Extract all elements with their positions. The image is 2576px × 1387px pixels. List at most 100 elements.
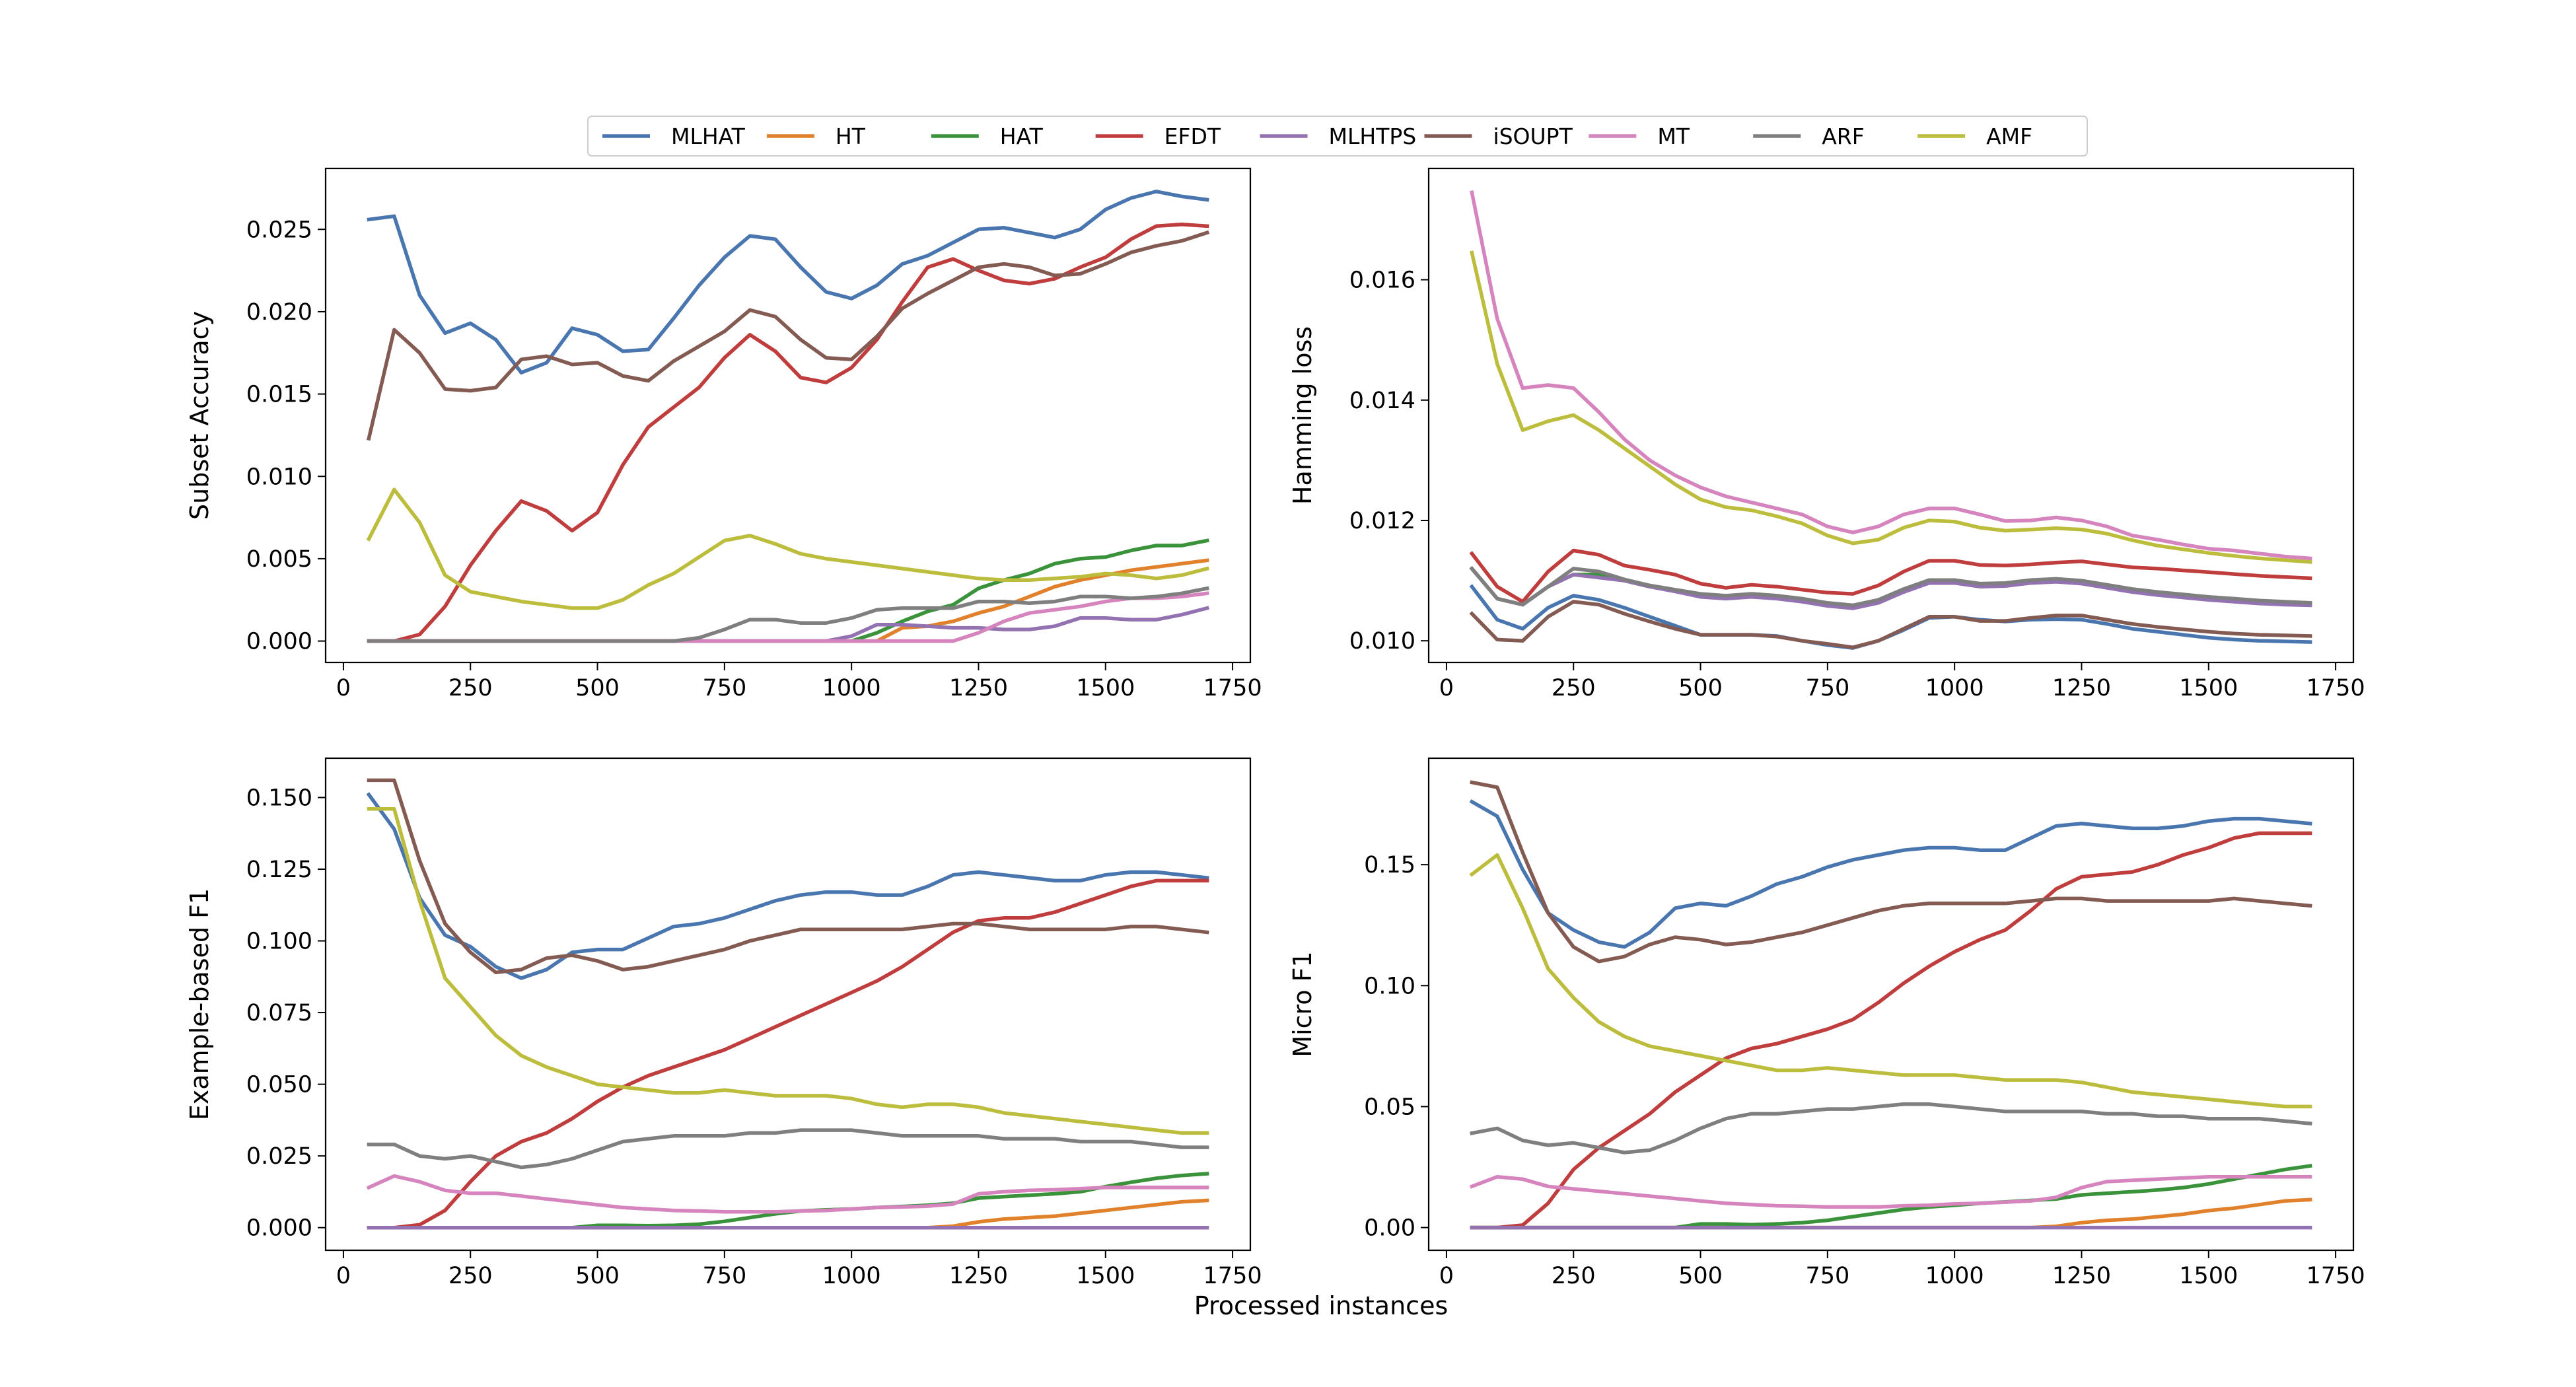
legend-entry: EFDT	[1095, 124, 1221, 149]
y-tick-label: 0.00	[1364, 1215, 1415, 1242]
series-line-arf	[1470, 1102, 2312, 1155]
y-tick-label: 0.000	[246, 629, 312, 655]
legend-label: iSOUPT	[1493, 124, 1573, 149]
x-tick-label: 500	[575, 675, 620, 701]
x-tick-label: 1500	[1076, 675, 1135, 701]
x-tick-label: 750	[702, 1263, 746, 1289]
legend-entry: MLHTPS	[1260, 124, 1417, 149]
series-line-isoupt	[367, 778, 1209, 975]
series-line-isoupt	[1470, 780, 2312, 964]
x-tick-label: 1000	[1925, 1263, 1984, 1289]
x-tick-label: 1250	[949, 675, 1008, 701]
x-tick-label: 1000	[822, 1263, 881, 1289]
legend-frame	[587, 116, 2088, 157]
x-tick-label: 250	[1552, 675, 1596, 701]
y-tick-label: 0.075	[246, 1000, 312, 1026]
y-tick-label: 0.010	[246, 464, 312, 490]
series-line-mt	[1470, 190, 2312, 561]
legend-label: MLHTPS	[1329, 124, 1417, 149]
x-tick-label: 0	[1439, 1263, 1454, 1289]
x-tick-label: 500	[575, 1263, 620, 1289]
y-tick-label: 0.012	[1349, 508, 1415, 534]
series-group	[366, 190, 1210, 643]
series-line-amf	[366, 487, 1209, 610]
series-line-isoupt	[367, 230, 1210, 441]
x-tick-label: 1500	[1076, 1263, 1135, 1289]
legend-entry: MLHAT	[602, 124, 746, 149]
panels: 0 250 500 750 1000 1250 1500 17500.0000.0050.01…	[185, 167, 2365, 1289]
series-line-amf	[1470, 250, 2312, 564]
axes-frame	[1427, 167, 2355, 664]
panel-4: 0 250 500 750 1000 1250 1500 1750 0.00 0.05 0.10 0.…	[1288, 757, 2365, 1289]
legend-entry: AMF	[1917, 124, 2032, 149]
x-tick-label: 1000	[1925, 675, 1984, 701]
y-tick-label: 0.014	[1349, 388, 1415, 414]
x-tick-label: 0	[1439, 675, 1454, 701]
axes-frame	[1427, 757, 2355, 1252]
legend-entry: MT	[1589, 124, 1690, 149]
x-tick-label: 1500	[2179, 675, 2238, 701]
x-tick-label: 250	[448, 675, 493, 701]
series-line-mlhat	[1469, 799, 2312, 949]
y-tick-label: 0.010	[1349, 628, 1415, 655]
series-line-amf	[367, 807, 1209, 1135]
y-tick-label: 0.000	[246, 1215, 312, 1242]
x-tick-label: 1250	[2052, 1263, 2111, 1289]
y-axis-label: Example-based F1	[185, 888, 214, 1120]
y-axis-label: Micro F1	[1288, 951, 1317, 1057]
legend-label: HT	[836, 124, 866, 149]
series-line-mlhat	[367, 190, 1209, 374]
legend: MLHAT HT HAT EFDT MLHTPS iSOUPT MT ARF AMF	[587, 116, 2088, 157]
x-tick-label: 500	[1678, 675, 1723, 701]
series-line-arf	[367, 586, 1209, 643]
y-tick-label: 0.020	[246, 299, 312, 326]
legend-label: MT	[1657, 124, 1690, 149]
series-line-mt	[1469, 1174, 2312, 1209]
x-tick-label: 0	[336, 1263, 351, 1289]
legend-label: EFDT	[1164, 124, 1221, 149]
y-tick-label: 0.005	[246, 546, 312, 573]
x-tick-label: 0	[336, 675, 351, 701]
axes-frame	[324, 167, 1252, 664]
x-tick-label: 1250	[2052, 675, 2111, 701]
x-tick-label: 500	[1678, 1263, 1723, 1289]
legend-entry: iSOUPT	[1424, 124, 1573, 149]
series-group	[366, 778, 1209, 1230]
x-tick-label: 1750	[2307, 675, 2365, 701]
y-tick-label: 0.05	[1364, 1094, 1415, 1120]
y-tick-label: 0.10	[1364, 973, 1415, 999]
legend-entry: HT	[766, 124, 866, 149]
y-tick-label: 0.025	[246, 217, 312, 243]
x-tick-label: 1750	[1203, 1263, 1262, 1289]
x-tick-label: 1500	[2179, 1263, 2238, 1289]
panel-2: 0 250 500 750 1000 1250 1500 1750 0.010 0.012 0.01…	[1288, 167, 2365, 701]
x-tick-label: 250	[448, 1263, 493, 1289]
axes-frame	[324, 757, 1252, 1252]
y-tick-label: 0.015	[246, 382, 312, 408]
y-tick-label: 0.050	[246, 1072, 312, 1098]
series-line-arf	[1469, 566, 2312, 608]
x-tick-label: 1250	[949, 1263, 1008, 1289]
panel-1: 0 250 500 750 1000 1250 1500 1750 0.000 0.005 0.01…	[185, 167, 1262, 701]
y-tick-label: 0.15	[1364, 852, 1415, 878]
x-tick-label: 750	[1805, 675, 1849, 701]
series-line-amf	[1469, 853, 2312, 1109]
x-tick-label: 750	[1805, 1263, 1849, 1289]
x-tick-label: 1750	[1203, 675, 1262, 701]
y-tick-label: 0.100	[246, 929, 312, 955]
series-group	[1469, 780, 2312, 1230]
y-axis-label: Hamming loss	[1288, 326, 1317, 505]
legend-label: ARF	[1822, 124, 1865, 149]
x-tick-label: 1000	[822, 675, 881, 701]
y-tick-label: 0.016	[1349, 267, 1415, 294]
y-axis-label: Subset Accuracy	[185, 311, 214, 520]
series-line-efdt	[367, 878, 1209, 1230]
series-group	[1469, 190, 2312, 650]
legend-label: MLHAT	[671, 124, 746, 149]
y-tick-label: 0.025	[246, 1143, 312, 1170]
series-line-efdt	[1469, 548, 2312, 604]
legend-entry: HAT	[931, 124, 1044, 149]
x-tick-label: 250	[1552, 1263, 1596, 1289]
series-line-mlhtps	[1469, 566, 2312, 610]
series-line-arf	[367, 1128, 1209, 1170]
